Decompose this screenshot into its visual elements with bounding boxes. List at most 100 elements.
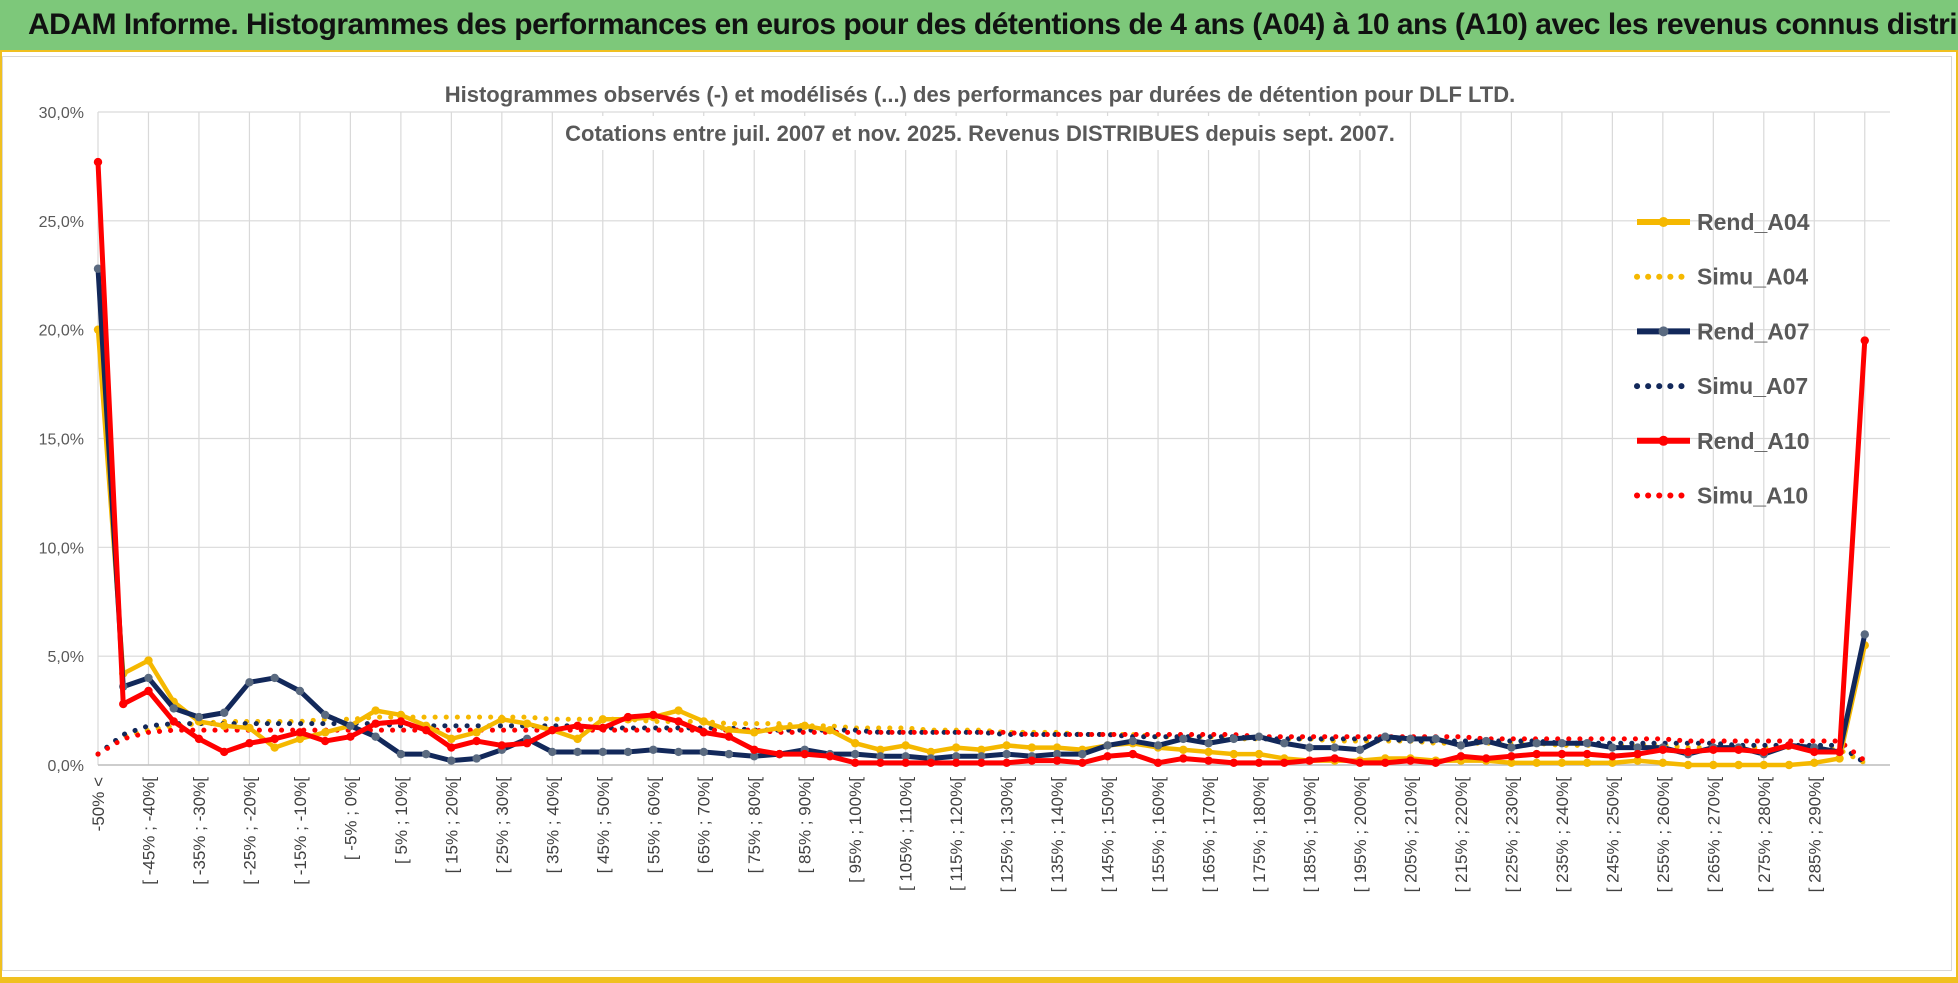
- data-point-Rend_A10: [295, 728, 305, 737]
- data-point-Rend_A07: [1153, 741, 1163, 750]
- data-point-Rend_A10: [1810, 747, 1819, 757]
- x-tick-label: [ -45% ; -40%[: [139, 777, 158, 885]
- data-point-Rend_A04: [1658, 758, 1668, 768]
- x-tick-label: [ 115% ; 120%[: [947, 777, 966, 891]
- data-point-Rend_A10: [1381, 758, 1390, 768]
- data-point-Rend_A07: [169, 704, 178, 713]
- chart-area-border: [2, 56, 1952, 971]
- data-point-Rend_A10: [1759, 747, 1769, 757]
- report-banner: ADAM Informe. Histogrammes des performan…: [0, 0, 1958, 52]
- x-tick-label: [ 135% ; 140%[: [1048, 777, 1067, 893]
- data-point-Rend_A04: [270, 743, 279, 752]
- data-point-Rend_A10: [1330, 754, 1339, 763]
- x-tick-label: [ 255% ; 260%[: [1654, 777, 1673, 893]
- data-point-Rend_A07: [1507, 743, 1516, 752]
- data-point-Rend_A04: [522, 719, 532, 728]
- data-point-Rend_A10: [93, 157, 103, 167]
- data-point-Rend_A07: [1229, 734, 1238, 744]
- data-point-Rend_A07: [598, 747, 607, 757]
- data-point-Rend_A07: [1406, 734, 1415, 744]
- data-point-Rend_A10: [750, 745, 759, 754]
- x-tick-label: [ 145% ; 150%[: [1099, 777, 1118, 893]
- data-point-Rend_A07: [1608, 743, 1617, 752]
- data-point-Rend_A04: [598, 715, 607, 724]
- x-tick-label: [ 195% ; 200%[: [1351, 777, 1370, 893]
- data-point-Rend_A07: [1860, 630, 1869, 639]
- x-tick-label: [ -15% ; -10%[: [291, 777, 310, 885]
- chart-legend: Rend_A04 Simu_A04 Rend_A07 Simu_A07 Rend_A10…: [1634, 209, 1810, 509]
- y-axis-tick-labels: 0,0% 5,0% 10,0% 15,0% 20,0% 25,0% 30,0%: [39, 105, 84, 775]
- data-point-Rend_A10: [850, 758, 860, 768]
- data-point-Rend_A07: [1254, 732, 1264, 741]
- data-point-Rend_A04: [245, 723, 254, 733]
- x-tick-label: [ 225% ; 230%[: [1502, 777, 1521, 893]
- data-point-Rend_A04: [371, 706, 380, 715]
- data-point-Rend_A04: [320, 728, 330, 737]
- data-point-Rend_A07: [1103, 741, 1112, 750]
- data-point-Rend_A10: [1002, 758, 1011, 768]
- series-line-Simu_A04: [95, 714, 1868, 766]
- x-tick-label: [ 25% ; 30%[: [493, 777, 512, 874]
- data-point-Rend_A10: [1406, 756, 1415, 765]
- data-point-Rend_A10: [1532, 749, 1541, 759]
- data-point-Rend_A04: [497, 715, 507, 724]
- data-point-Rend_A10: [951, 758, 961, 768]
- x-tick-label: [ 45% ; 50%[: [594, 777, 613, 874]
- data-point-Rend_A07: [93, 264, 103, 273]
- data-point-Rend_A10: [977, 758, 986, 768]
- data-point-Rend_A04: [573, 734, 582, 744]
- data-point-Rend_A07: [1481, 736, 1491, 746]
- data-point-Rend_A10: [800, 749, 809, 759]
- data-point-Rend_A04: [1204, 747, 1213, 757]
- data-point-Rend_A07: [396, 749, 406, 759]
- report-title: ADAM Informe. Histogrammes des performan…: [28, 8, 1958, 41]
- data-point-Rend_A10: [119, 699, 128, 709]
- x-axis-tick-labels: -50% < [ -45% ; -40%[[ -35% ; -30%[[ -25%…: [89, 777, 1824, 893]
- data-point-Rend_A10: [1204, 756, 1213, 765]
- data-point-Rend_A04: [1002, 741, 1011, 750]
- x-tick-label: [ 35% ; 40%[: [543, 777, 562, 874]
- data-point-Rend_A04: [1027, 743, 1037, 752]
- data-point-Rend_A10: [901, 758, 910, 768]
- data-point-Rend_A10: [573, 721, 582, 731]
- data-point-Rend_A04: [1254, 749, 1264, 759]
- legend-label-Rend_A04: Rend_A04: [1697, 209, 1810, 235]
- data-point-Rend_A07: [548, 747, 557, 757]
- data-point-Rend_A10: [194, 734, 204, 744]
- data-point-Rend_A04: [1557, 758, 1567, 768]
- legend-marker-Rend_A07: [1658, 326, 1669, 337]
- data-point-Rend_A07: [1633, 743, 1642, 752]
- data-point-Rend_A04: [951, 743, 961, 752]
- data-point-Rend_A07: [901, 752, 910, 761]
- chart-frame: [0, 52, 1958, 983]
- x-tick-label: [ 155% ; 160%[: [1149, 777, 1168, 893]
- data-point-Rend_A07: [1052, 749, 1062, 759]
- data-point-Rend_A07: [472, 754, 481, 763]
- data-point-Rend_A10: [270, 734, 279, 744]
- data-point-Rend_A07: [1532, 739, 1541, 748]
- data-point-Rend_A10: [371, 719, 380, 728]
- data-point-Rend_A07: [295, 686, 305, 696]
- data-point-Rend_A10: [1608, 752, 1617, 761]
- data-point-Rend_A07: [1381, 732, 1390, 741]
- data-point-Rend_A07: [1330, 743, 1339, 752]
- legend-label-Simu_A07: Simu_A07: [1697, 373, 1808, 399]
- data-point-Rend_A07: [1179, 734, 1188, 744]
- data-point-Rend_A04: [1835, 754, 1844, 763]
- data-point-Rend_A04: [1709, 760, 1718, 770]
- data-point-Rend_A04: [1229, 749, 1238, 759]
- data-point-Rend_A04: [472, 728, 481, 737]
- data-point-Rend_A10: [825, 752, 835, 761]
- data-point-Rend_A10: [1128, 749, 1138, 759]
- x-tick-label: [ 105% ; 110%[: [897, 777, 916, 891]
- data-point-Rend_A10: [926, 758, 936, 768]
- data-point-Rend_A04: [800, 721, 809, 731]
- data-point-Rend_A10: [1481, 754, 1491, 763]
- data-point-Rend_A10: [649, 710, 658, 720]
- x-tick-label: [ 55% ; 60%[: [644, 777, 663, 874]
- data-point-Rend_A10: [674, 717, 683, 726]
- data-point-Rend_A07: [320, 710, 330, 720]
- data-point-Rend_A07: [447, 756, 456, 765]
- chart-subtitle-background: [560, 116, 1400, 150]
- data-point-Rend_A04: [447, 734, 456, 744]
